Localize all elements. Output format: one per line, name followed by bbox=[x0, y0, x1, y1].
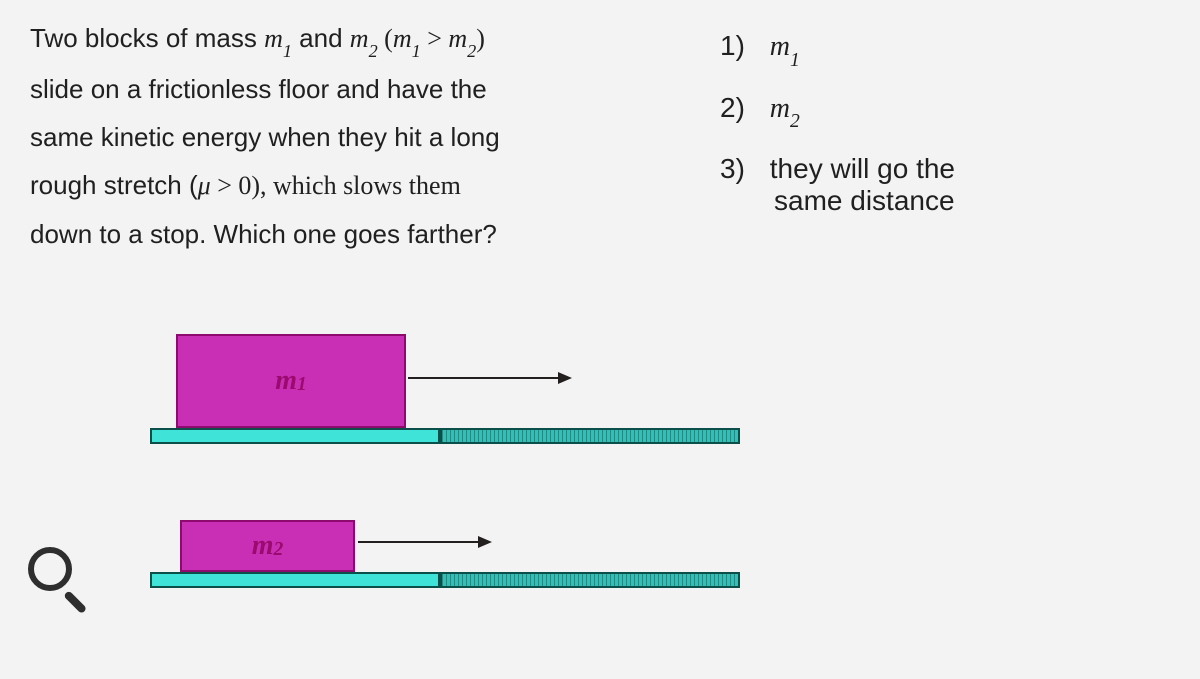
block-m2-label: m bbox=[252, 530, 274, 562]
answer-option-2[interactable]: 2) m2 bbox=[720, 92, 1160, 130]
block-m2-sub: 2 bbox=[273, 539, 283, 561]
arrow-m2 bbox=[358, 536, 492, 548]
answer-text-3a: they will go the bbox=[770, 153, 955, 184]
answer-text-3b: same distance bbox=[720, 185, 955, 217]
diagram-row-m1: m1 bbox=[150, 334, 740, 444]
q-line5: down to a stop. Which one goes farther? bbox=[30, 219, 497, 249]
cond-open: ( bbox=[378, 24, 393, 53]
answer-num-2: 2) bbox=[720, 92, 762, 124]
mu: μ bbox=[198, 171, 211, 200]
cond-gt: > bbox=[421, 24, 449, 53]
cond-close: ) bbox=[476, 24, 485, 53]
q-line3: same kinetic energy when they hit a long bbox=[30, 122, 500, 152]
arrow-line bbox=[358, 541, 478, 543]
arrow-head-icon bbox=[478, 536, 492, 548]
question-text: Two blocks of mass m1 and m2 (m1 > m2) s… bbox=[30, 14, 670, 258]
block-m2: m2 bbox=[180, 520, 355, 572]
block-m1-sub: 1 bbox=[297, 374, 307, 396]
answer-sub-1: 1 bbox=[790, 50, 800, 71]
block-m1: m1 bbox=[176, 334, 406, 428]
q-line2: slide on a frictionless floor and have t… bbox=[30, 74, 487, 104]
diagram: m1 m2 bbox=[30, 320, 710, 660]
answer-num-3: 3) bbox=[720, 153, 762, 185]
arrow-head-icon bbox=[558, 372, 572, 384]
answer-sub-2: 2 bbox=[790, 111, 800, 132]
q-gt0: > 0), which slows them bbox=[211, 171, 461, 200]
q-line4-pre: rough stretch ( bbox=[30, 170, 198, 200]
cond-m2-sub: 2 bbox=[467, 41, 476, 61]
answer-list: 1) m1 2) m2 3) they will go the same dis… bbox=[720, 30, 1160, 241]
q-line1-mid: and bbox=[292, 23, 350, 53]
sub-1: 1 bbox=[283, 41, 292, 61]
answer-option-3[interactable]: 3) they will go the same distance bbox=[720, 153, 1160, 217]
magnifier-icon[interactable] bbox=[26, 545, 96, 615]
arrow-line bbox=[408, 377, 558, 379]
cond-m1-sub: 1 bbox=[412, 41, 421, 61]
var-m2: m bbox=[350, 24, 369, 53]
q-line1-pre: Two blocks of mass bbox=[30, 23, 264, 53]
floor-rough-m2 bbox=[440, 572, 740, 588]
sub-2: 2 bbox=[369, 41, 378, 61]
arrow-m1 bbox=[408, 372, 572, 384]
floor-smooth-m1 bbox=[150, 428, 440, 444]
var-m1: m bbox=[264, 24, 283, 53]
cond-m1: m bbox=[393, 24, 412, 53]
answer-var-1: m bbox=[770, 31, 790, 62]
cond-m2: m bbox=[448, 24, 467, 53]
floor-rough-m1 bbox=[440, 428, 740, 444]
block-m1-label: m bbox=[275, 365, 297, 397]
diagram-row-m2: m2 bbox=[150, 520, 740, 588]
magnifier-handle bbox=[63, 590, 87, 614]
floor-smooth-m2 bbox=[150, 572, 440, 588]
magnifier-lens bbox=[28, 547, 72, 591]
answer-option-1[interactable]: 1) m1 bbox=[720, 30, 1160, 68]
answer-var-2: m bbox=[770, 93, 790, 124]
answer-num-1: 1) bbox=[720, 30, 762, 62]
